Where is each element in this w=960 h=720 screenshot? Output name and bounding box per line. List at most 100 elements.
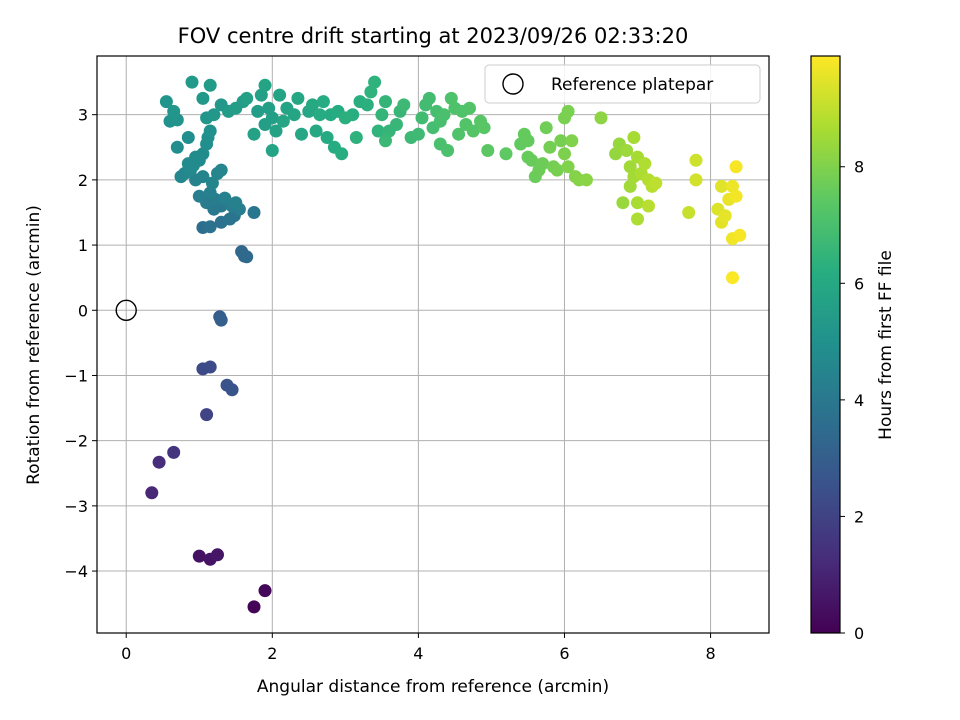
colorbar-tick-label: 4 — [854, 391, 864, 410]
scatter-point — [379, 134, 392, 148]
scatter-point — [192, 189, 206, 203]
scatter-point — [306, 98, 319, 112]
scatter-point — [207, 108, 221, 122]
scatter-point — [550, 163, 564, 177]
scatter-point — [554, 134, 568, 148]
scatter-point — [726, 271, 739, 285]
scatter-point — [316, 95, 330, 109]
scatter-point — [349, 131, 363, 144]
scatter-point — [620, 144, 634, 157]
scatter-point — [729, 189, 743, 203]
scatter-point — [364, 85, 378, 99]
scatter-point — [203, 186, 217, 200]
scatter-point — [240, 91, 254, 105]
y-tick-label: −4 — [64, 562, 88, 581]
scatter-point — [561, 104, 575, 118]
scatter-point — [262, 101, 276, 115]
scatter-point — [265, 144, 279, 157]
scatter-point — [375, 108, 389, 122]
y-tick-label: 2 — [78, 171, 88, 190]
scatter-point — [269, 124, 283, 138]
scatter-point — [287, 108, 301, 122]
scatter-point — [273, 88, 287, 102]
scatter-point — [733, 228, 747, 242]
scatter-point — [247, 600, 261, 614]
scatter-point — [276, 114, 290, 128]
scatter-point — [536, 157, 550, 171]
scatter-point — [390, 118, 403, 131]
x-axis-label: Angular distance from reference (arcmin) — [257, 677, 609, 697]
scatter-point — [411, 127, 425, 141]
scatter-point — [368, 75, 382, 89]
scatter-point — [452, 127, 466, 141]
colorbar-ticks: 0 2 4 6 8 — [840, 158, 864, 643]
scatter-point — [185, 75, 199, 89]
colorbar-tick-label: 0 — [854, 624, 864, 643]
scatter-point — [543, 140, 557, 154]
scatter-point — [335, 147, 349, 161]
scatter-point — [189, 150, 203, 164]
y-tick-label: 3 — [78, 106, 88, 125]
scatter-point — [229, 196, 243, 210]
scatter-point — [726, 179, 739, 193]
legend-entry-reference: Reference platepar — [551, 75, 713, 95]
reference-marker — [115, 299, 137, 321]
scatter-point — [649, 176, 663, 190]
scatter-point — [203, 78, 217, 92]
scatter-point — [682, 206, 696, 219]
scatter-point — [558, 147, 571, 161]
y-axis-ticks: −4 −3 −2 −1 0 1 2 3 — [64, 106, 97, 581]
y-tick-label: 1 — [78, 236, 88, 255]
scatter-point — [247, 127, 261, 141]
scatter-point — [258, 78, 272, 92]
x-tick-label: 0 — [121, 644, 131, 663]
scatter-point — [167, 445, 181, 459]
scatter-point — [715, 179, 728, 193]
y-tick-label: −3 — [64, 497, 88, 516]
x-tick-label: 8 — [705, 644, 715, 663]
scatter-point — [609, 147, 623, 161]
scatter-point — [379, 95, 392, 109]
scatter-point — [214, 163, 228, 177]
scatter-point — [203, 220, 217, 234]
scatter-point — [196, 170, 210, 184]
colorbar-tick-label: 8 — [854, 158, 864, 177]
y-tick-label: −2 — [64, 432, 88, 451]
scatter-point — [170, 140, 184, 154]
scatter-point — [203, 124, 217, 138]
scatter-point — [689, 173, 703, 187]
scatter-point — [499, 147, 513, 161]
scatter-point — [521, 134, 535, 148]
colorbar-tick-label: 6 — [854, 274, 864, 293]
scatter-point — [477, 121, 491, 135]
scatter-point — [203, 360, 217, 374]
y-axis-label: Rotation from reference (arcmin) — [24, 205, 44, 485]
scatter-point — [481, 144, 495, 157]
scatter-point — [638, 157, 652, 171]
scatter-point — [211, 548, 224, 562]
scatter-points — [145, 75, 747, 614]
y-tick-label: −1 — [64, 366, 88, 385]
scatter-point — [579, 173, 593, 187]
scatter-point — [623, 160, 637, 174]
scatter-point — [565, 134, 579, 148]
scatter-point — [152, 455, 166, 469]
scatter-point — [145, 486, 159, 500]
scatter-point — [291, 91, 305, 105]
scatter-point — [254, 88, 268, 102]
scatter-point — [309, 124, 323, 138]
chart-title: FOV centre drift starting at 2023/09/26 … — [178, 24, 689, 48]
scatter-point — [642, 199, 655, 213]
colorbar-tick-label: 2 — [854, 507, 864, 526]
scatter-point — [718, 209, 732, 223]
scatter-point — [463, 101, 476, 115]
scatter-point — [196, 91, 210, 105]
reference-point — [115, 299, 137, 321]
scatter-point — [247, 206, 261, 219]
scatter-point — [313, 108, 327, 122]
scatter-point — [371, 124, 385, 138]
x-tick-label: 6 — [559, 644, 569, 663]
scatter-point — [397, 98, 411, 112]
scatter-point — [616, 196, 630, 210]
